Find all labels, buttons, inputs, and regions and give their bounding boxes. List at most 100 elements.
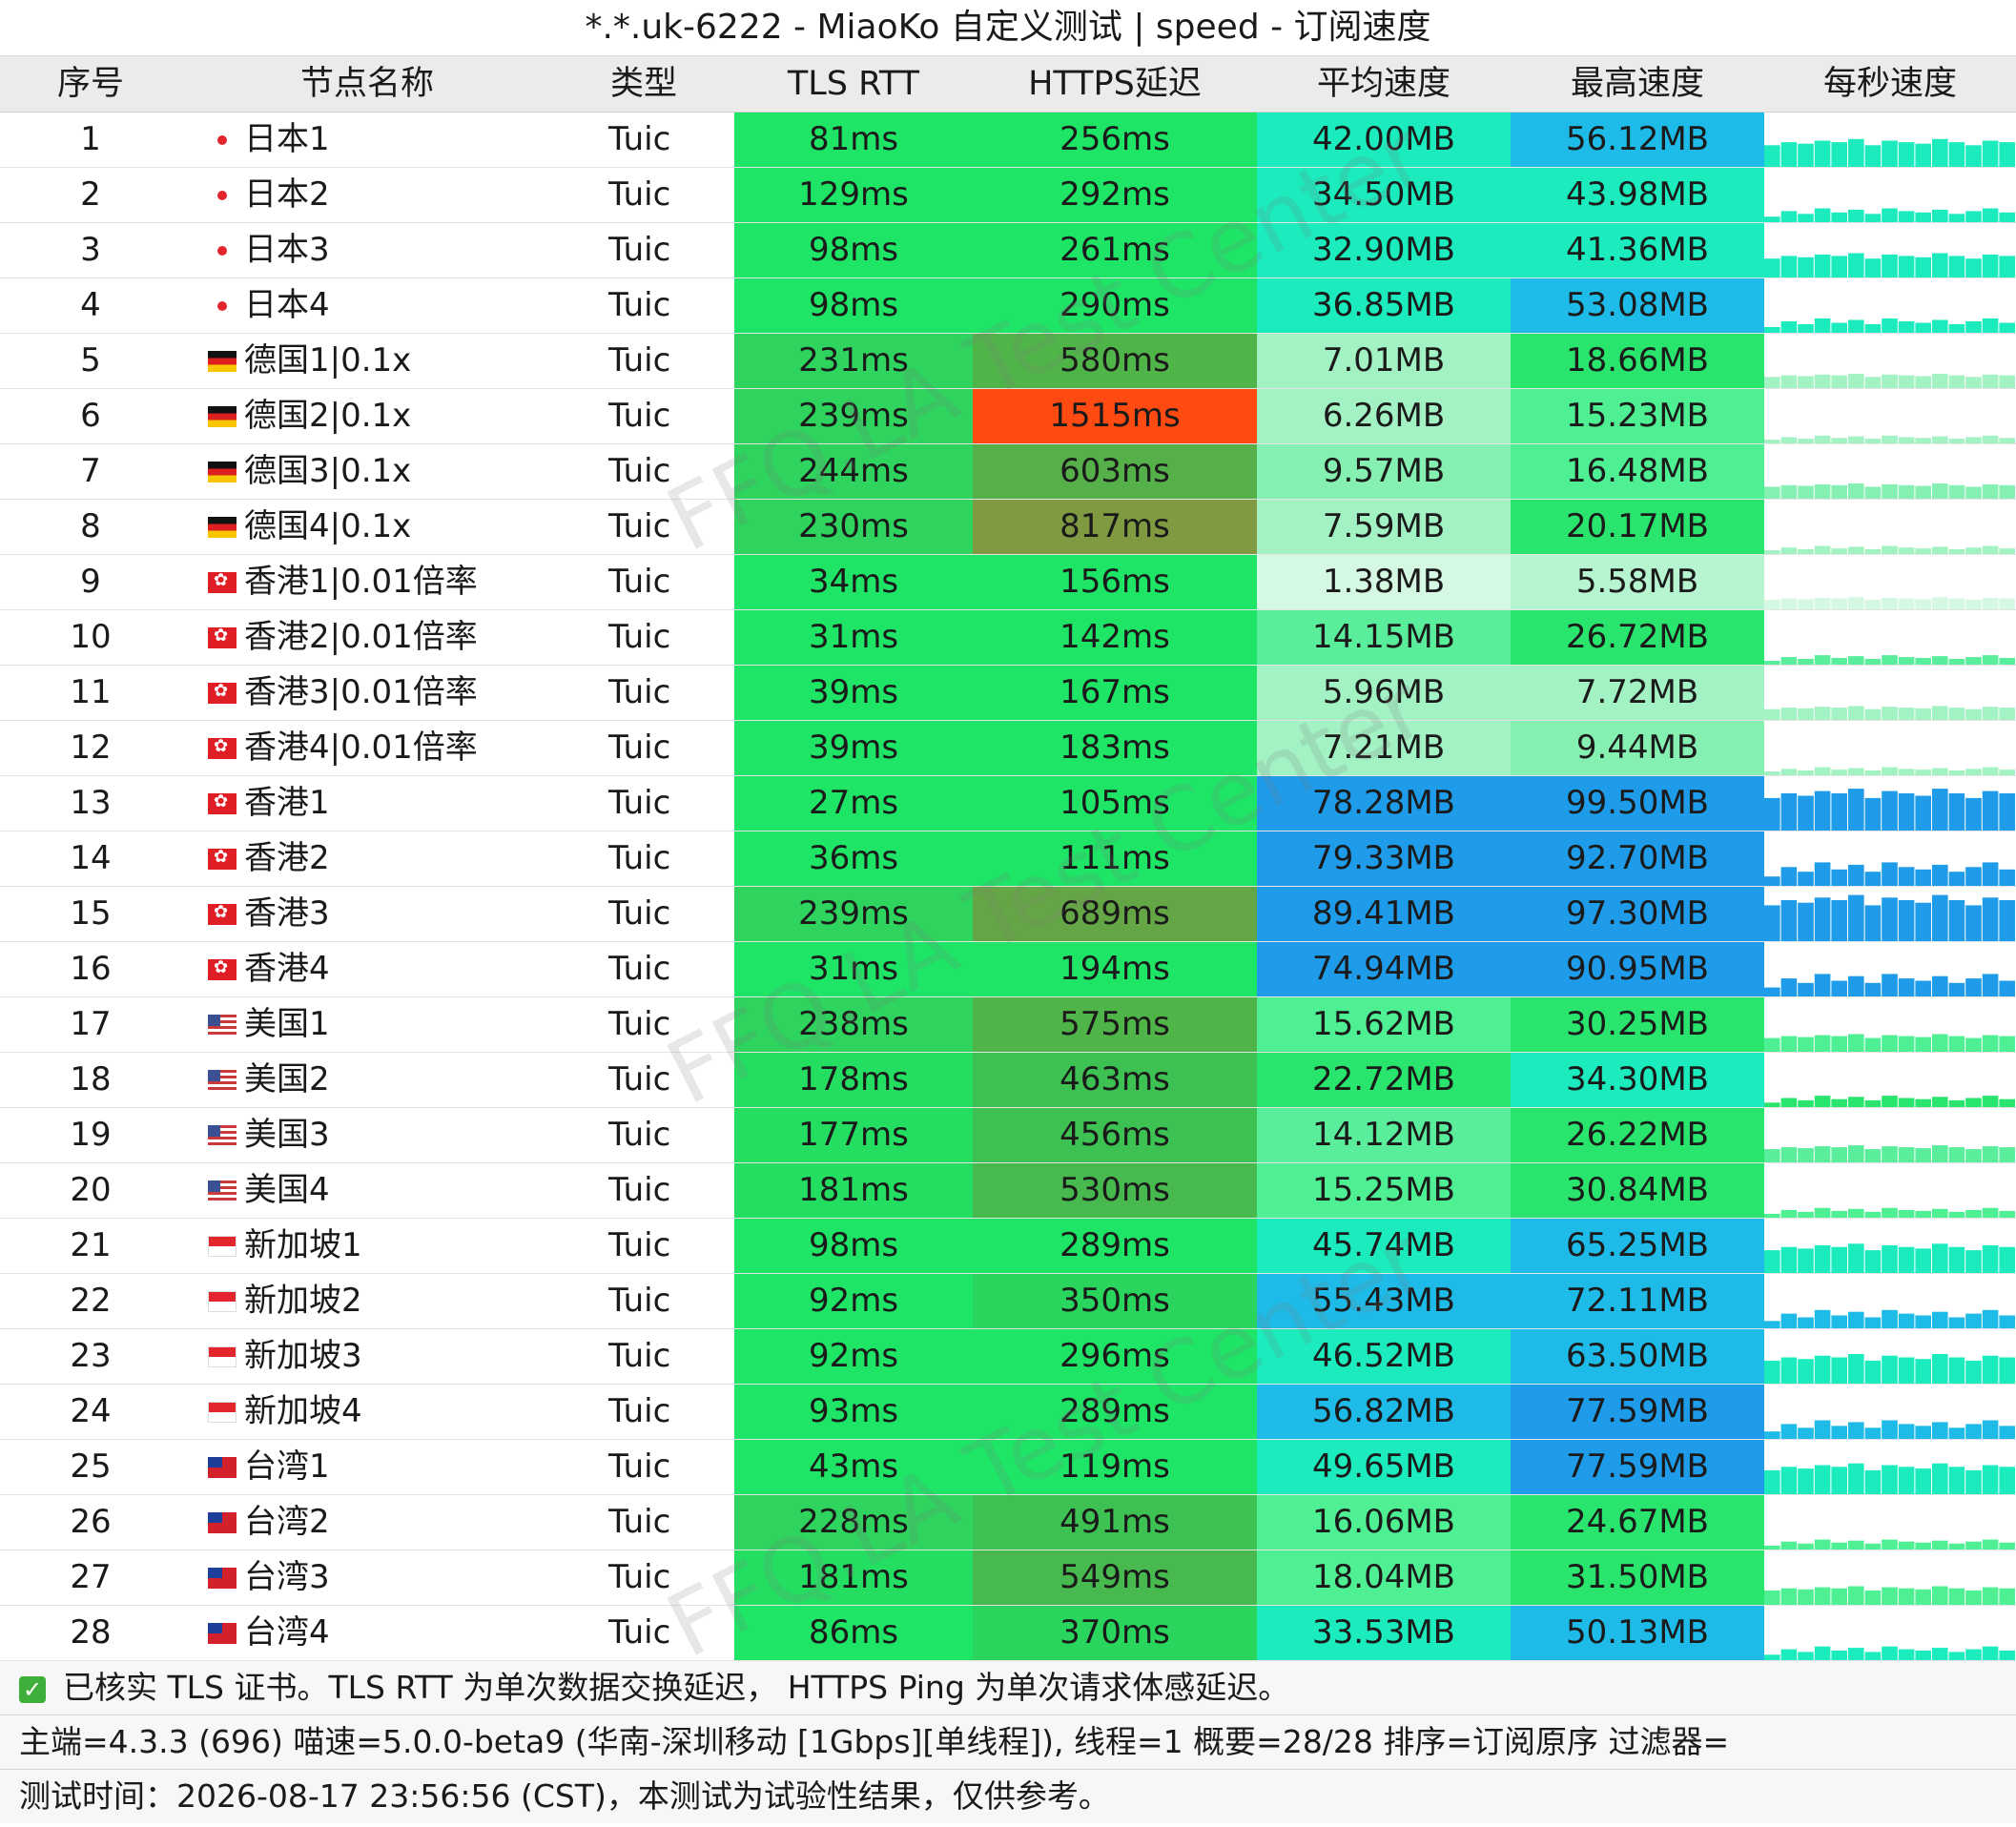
sparkline-bar — [1915, 1148, 1931, 1162]
sparkline-bar — [1764, 1102, 1780, 1107]
sparkline-bar — [1999, 598, 2015, 609]
avg-speed-cell: 7.59MB — [1257, 500, 1511, 554]
sparkline-bar — [1814, 862, 1831, 886]
sparkline-bar — [1864, 1149, 1882, 1162]
sparkline-bar — [1915, 1589, 1931, 1605]
per-second-speed-sparkline — [1764, 997, 2016, 1052]
node-type: Tuic — [608, 1060, 671, 1098]
node-type: Tuic — [608, 563, 671, 601]
sparkline-bar — [1864, 797, 1882, 831]
node-name: 德国3|0.1x — [181, 444, 553, 499]
sparkline-bar — [1780, 900, 1798, 941]
sparkline-bar — [1882, 1465, 1898, 1494]
sparkline-bar — [1814, 254, 1831, 277]
sparkline-bar — [1965, 1469, 1982, 1494]
hk-flag-icon — [208, 681, 237, 704]
sparkline-bar — [1898, 1313, 1915, 1328]
sparkline-bar — [1932, 374, 1948, 388]
sparkline-bar — [1915, 1315, 1931, 1328]
sparkline-bar — [1999, 1246, 2015, 1273]
sparkline-bar — [1848, 597, 1864, 609]
sparkline-bar — [1948, 982, 1965, 996]
https-latency-cell: 292ms — [973, 168, 1257, 222]
sparkline-bar — [1982, 1355, 1999, 1384]
table-row: 2 日本2 Tuic 129ms 292ms 34.50MB 43.98MB — [0, 168, 2016, 223]
sparkline-bar — [1882, 862, 1898, 886]
sparkline-bar — [1848, 864, 1864, 886]
sparkline-bar — [1898, 978, 1915, 996]
sparkline-bar — [1848, 436, 1864, 443]
node-name: 美国4 — [181, 1163, 553, 1218]
node-type: Tuic — [608, 673, 671, 711]
sparkline-bar — [1780, 1036, 1798, 1052]
max-speed-cell: 50.13MB — [1511, 1606, 1764, 1660]
node-name: 德国2|0.1x — [181, 389, 553, 443]
table-row: 6 德国2|0.1x Tuic 239ms 1515ms 6.26MB 15.23MB — [0, 389, 2016, 444]
per-second-speed-sparkline — [1764, 389, 2016, 443]
sparkline-bar — [1798, 1589, 1814, 1605]
sparkline-bar — [1898, 375, 1915, 388]
sparkline-bar — [1948, 1467, 1965, 1494]
node-name-text: 德国4|0.1x — [244, 507, 412, 545]
sparkline-bar — [1915, 795, 1931, 831]
sparkline-bar — [1864, 439, 1882, 443]
sparkline-bar — [1898, 1357, 1915, 1384]
node-type: Tuic — [608, 1558, 671, 1596]
sparkline-bar — [1831, 658, 1847, 665]
per-second-speed-sparkline — [1764, 1053, 2016, 1107]
sparkline-bar — [1848, 1208, 1864, 1218]
https-latency-cell: 290ms — [973, 278, 1257, 333]
sparkline-bar — [1965, 657, 1982, 665]
sparkline-bar — [1864, 770, 1882, 775]
avg-speed-cell: 9.57MB — [1257, 444, 1511, 499]
per-second-speed-sparkline — [1764, 1219, 2016, 1273]
sparkline-bar — [1814, 598, 1831, 609]
avg-speed-cell: 7.21MB — [1257, 721, 1511, 775]
max-speed-cell: 9.44MB — [1511, 721, 1764, 775]
table-row: 28 台湾4 Tuic 86ms 370ms 33.53MB 50.13MB — [0, 1606, 2016, 1661]
sparkline-bar — [1764, 876, 1780, 886]
sparkline-bar — [1932, 546, 1948, 554]
sparkline-bar — [1798, 1359, 1814, 1384]
sparkline-bar — [1932, 1648, 1948, 1660]
header-type: 类型 — [609, 65, 677, 103]
node-type: Tuic — [608, 1447, 671, 1486]
sparkline-bar — [1999, 375, 2015, 388]
tls-rtt-cell: 86ms — [734, 1606, 973, 1660]
sparkline-bar — [1831, 1147, 1847, 1162]
per-second-speed-sparkline — [1764, 1440, 2016, 1494]
sparkline-bar — [1932, 319, 1948, 333]
max-speed-cell: 26.22MB — [1511, 1108, 1764, 1162]
sparkline-bar — [1965, 377, 1982, 388]
max-speed-cell: 72.11MB — [1511, 1274, 1764, 1328]
sparkline-bar — [1948, 324, 1965, 333]
sparkline-bar — [1932, 209, 1948, 222]
sparkline-bar — [1831, 1588, 1847, 1605]
sparkline-bar — [1898, 598, 1915, 609]
tls-rtt-cell: 178ms — [734, 1053, 973, 1107]
sparkline-bar — [1780, 1424, 1798, 1439]
node-name-text: 德国2|0.1x — [244, 397, 412, 435]
sparkline-bar — [1882, 707, 1898, 720]
sparkline-bar — [1965, 1098, 1982, 1107]
sparkline-bar — [1848, 253, 1864, 277]
sparkline-bar — [1798, 872, 1814, 886]
max-speed-cell: 41.36MB — [1511, 223, 1764, 277]
tls-rtt-cell: 43ms — [734, 1440, 973, 1494]
sparkline-bar — [1798, 1248, 1814, 1273]
sparkline-bar — [1999, 1357, 2015, 1384]
node-name-text: 台湾4 — [244, 1613, 330, 1652]
sparkline-bar — [1814, 790, 1831, 831]
sparkline-bar — [1999, 980, 2015, 996]
node-name-text: 香港3 — [244, 894, 330, 933]
sparkline-bar — [1798, 1099, 1814, 1107]
sparkline-bar — [1848, 706, 1864, 720]
https-latency-cell: 142ms — [973, 610, 1257, 665]
de-flag-icon — [208, 516, 237, 538]
sparkline-bar — [1764, 1431, 1780, 1439]
sparkline-bar — [1915, 869, 1931, 886]
tls-rtt-cell: 129ms — [734, 168, 973, 222]
node-type: Tuic — [608, 839, 671, 877]
